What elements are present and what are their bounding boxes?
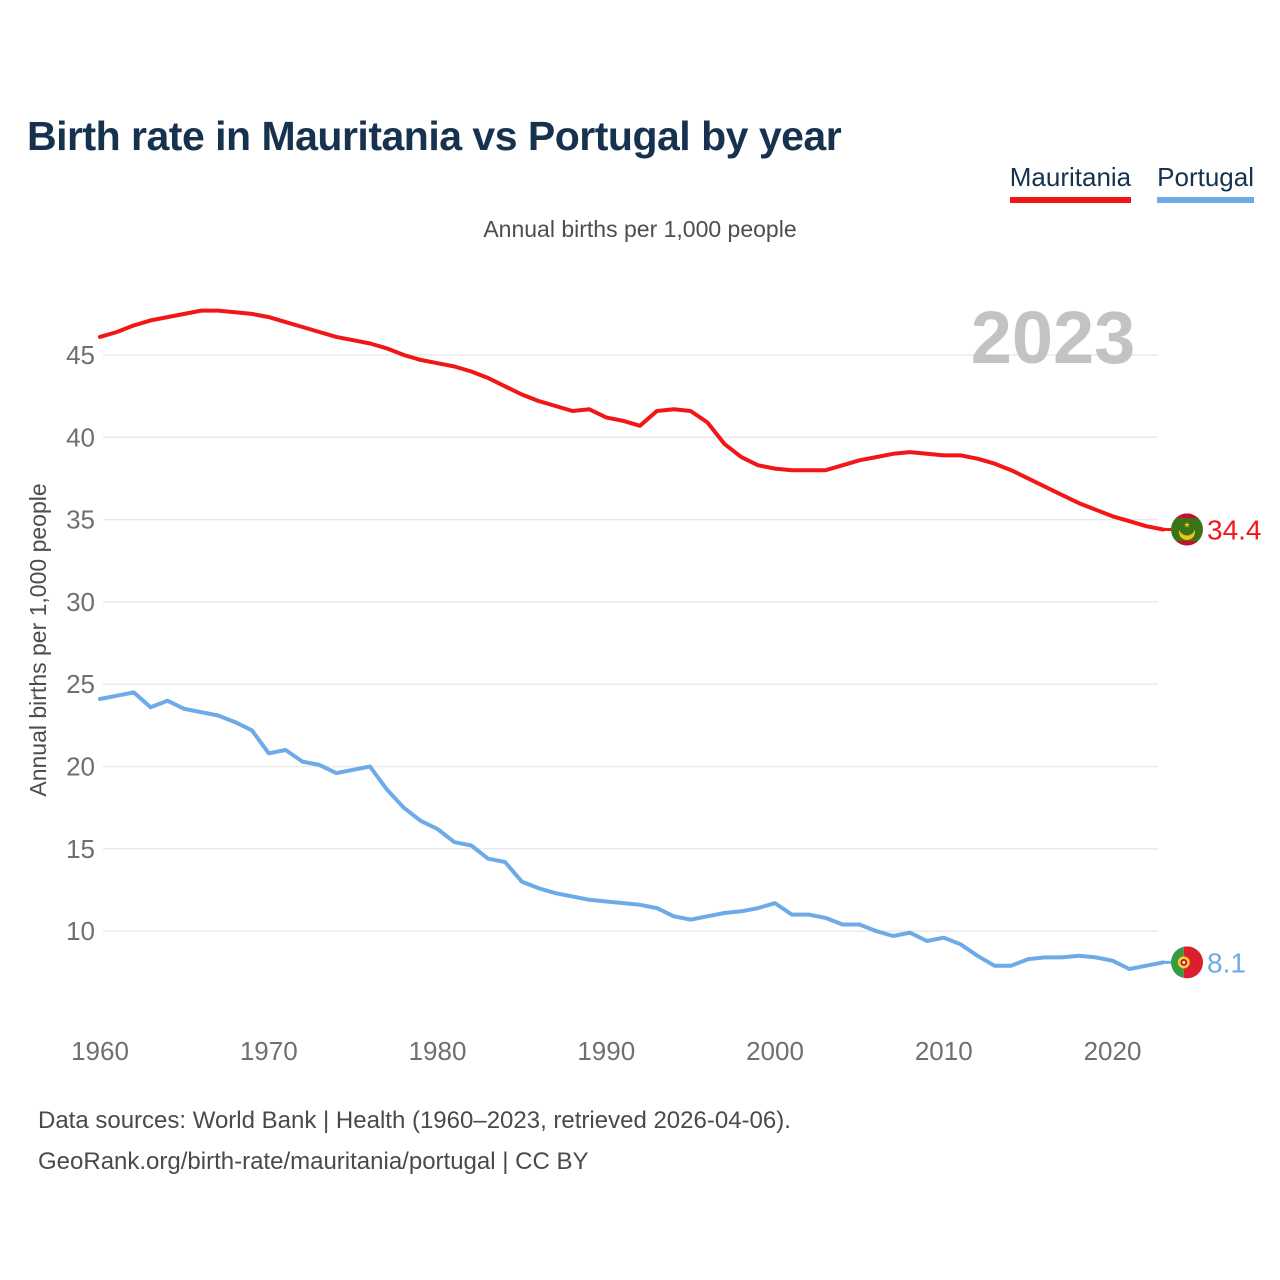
legend-item-portugal[interactable]: Portugal bbox=[1157, 163, 1254, 203]
flag-portugal-icon bbox=[1171, 946, 1203, 979]
y-tick-label: 30 bbox=[66, 587, 95, 617]
y-axis-title: Annual births per 1,000 people bbox=[25, 483, 51, 796]
x-tick-label: 1960 bbox=[71, 1036, 129, 1066]
x-tick-label: 1980 bbox=[409, 1036, 467, 1066]
series-line-mauritania bbox=[98, 308, 1166, 532]
x-tick-label: 1970 bbox=[240, 1036, 298, 1066]
chart-subtitle: Annual births per 1,000 people bbox=[483, 216, 797, 242]
watermark-year: 2023 bbox=[971, 296, 1136, 379]
legend-item-mauritania[interactable]: Mauritania bbox=[1009, 163, 1132, 203]
y-tick-label: 40 bbox=[66, 422, 95, 452]
y-tick-label: 10 bbox=[66, 916, 95, 946]
y-tick-label: 20 bbox=[66, 752, 95, 782]
page-title: Birth rate in Mauritania vs Portugal by … bbox=[27, 113, 842, 160]
series-line-portugal bbox=[98, 690, 1166, 971]
y-tick-label: 25 bbox=[66, 669, 95, 699]
end-value-label-portugal: 8.1 bbox=[1207, 947, 1246, 978]
x-tick-label: 2020 bbox=[1084, 1036, 1142, 1066]
x-tick-label: 2000 bbox=[746, 1036, 804, 1066]
flag-mauritania-icon bbox=[1171, 513, 1203, 546]
footer-attribution: GeoRank.org/birth-rate/mauritania/portug… bbox=[38, 1148, 589, 1175]
legend: Mauritania Portugal bbox=[1009, 163, 1254, 203]
end-value-label-mauritania: 34.4 bbox=[1207, 514, 1262, 545]
y-tick-label: 45 bbox=[66, 340, 95, 370]
y-tick-label: 15 bbox=[66, 834, 95, 864]
y-tick-label: 35 bbox=[66, 505, 95, 535]
footer-data-sources: Data sources: World Bank | Health (1960–… bbox=[38, 1107, 791, 1134]
x-tick-label: 1990 bbox=[577, 1036, 635, 1066]
footer: Data sources: World Bank | Health (1960–… bbox=[38, 1100, 791, 1182]
x-tick-label: 2010 bbox=[915, 1036, 973, 1066]
